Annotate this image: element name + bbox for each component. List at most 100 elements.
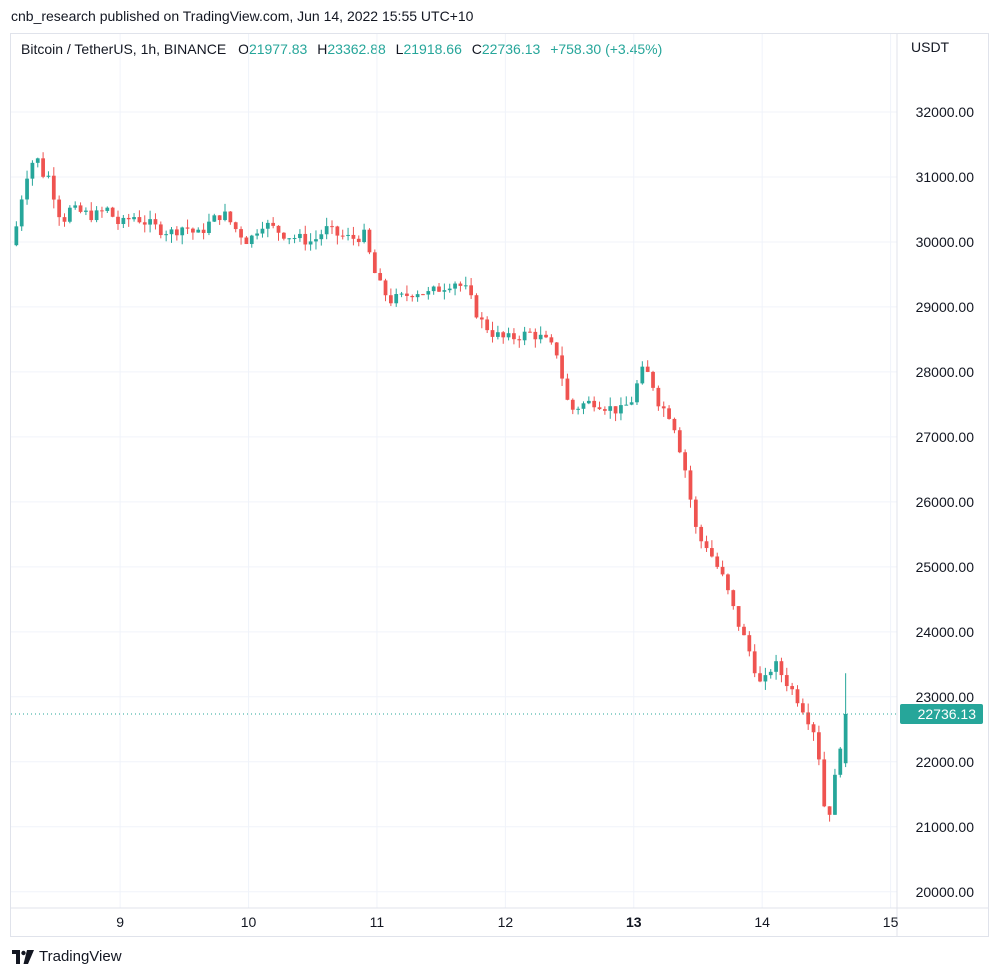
candle-body[interactable]: [292, 238, 297, 240]
candle-body[interactable]: [116, 216, 120, 225]
candle-body[interactable]: [811, 724, 816, 733]
candle-body[interactable]: [742, 626, 746, 636]
candle-body[interactable]: [474, 295, 479, 318]
candle-body[interactable]: [570, 399, 575, 410]
candle-body[interactable]: [763, 675, 768, 682]
candle-body[interactable]: [351, 234, 356, 239]
candle-body[interactable]: [244, 237, 249, 245]
candle-body[interactable]: [319, 234, 324, 240]
candle-body[interactable]: [517, 339, 522, 341]
candle-body[interactable]: [94, 210, 99, 221]
candle-body[interactable]: [774, 661, 778, 672]
symbol-label[interactable]: Bitcoin / TetherUS, 1h, BINANCE: [21, 41, 227, 57]
candle-body[interactable]: [619, 405, 623, 414]
candle-body[interactable]: [720, 566, 725, 575]
candle-body[interactable]: [784, 675, 789, 687]
candle-body[interactable]: [603, 409, 607, 411]
candle-body[interactable]: [249, 235, 254, 245]
candle-body[interactable]: [549, 337, 554, 343]
candle-body[interactable]: [153, 219, 158, 225]
candle-body[interactable]: [800, 703, 805, 713]
candle-body[interactable]: [431, 286, 436, 292]
candle-body[interactable]: [629, 402, 634, 405]
candle-body[interactable]: [314, 239, 318, 242]
candle-body[interactable]: [67, 207, 72, 222]
candle-body[interactable]: [586, 400, 591, 404]
candle-body[interactable]: [795, 689, 800, 704]
candle-body[interactable]: [827, 806, 832, 815]
candle-body[interactable]: [265, 222, 270, 229]
candle-body[interactable]: [174, 229, 179, 236]
candle-body[interactable]: [233, 222, 238, 230]
candle-body[interactable]: [121, 217, 126, 225]
candle-body[interactable]: [73, 205, 78, 208]
candle-body[interactable]: [501, 332, 506, 338]
candle-body[interactable]: [512, 333, 516, 340]
candle-body[interactable]: [255, 233, 259, 236]
candle-body[interactable]: [458, 283, 463, 286]
candle-body[interactable]: [137, 217, 142, 223]
candle-body[interactable]: [421, 294, 425, 296]
candle-body[interactable]: [693, 499, 698, 527]
candle-body[interactable]: [100, 210, 104, 212]
candle-body[interactable]: [383, 280, 388, 296]
candle-body[interactable]: [544, 334, 548, 338]
candle-body[interactable]: [806, 712, 811, 725]
candle-body[interactable]: [158, 224, 163, 236]
candle-body[interactable]: [239, 229, 243, 238]
candle-body[interactable]: [148, 219, 152, 225]
candle-body[interactable]: [645, 366, 650, 372]
candle-body[interactable]: [51, 175, 56, 200]
candle-body[interactable]: [683, 452, 688, 471]
candle-body[interactable]: [522, 331, 527, 341]
candle-body[interactable]: [624, 404, 629, 406]
candle-body[interactable]: [704, 541, 709, 549]
candle-body[interactable]: [453, 283, 457, 289]
candle-body[interactable]: [142, 222, 147, 225]
candle-body[interactable]: [212, 215, 217, 222]
candle-body[interactable]: [110, 207, 115, 217]
candle-body[interactable]: [340, 235, 345, 237]
candle-body[interactable]: [688, 470, 693, 500]
candle-body[interactable]: [62, 217, 67, 222]
candle-body[interactable]: [185, 227, 190, 229]
candle-body[interactable]: [180, 227, 185, 236]
candle-body[interactable]: [710, 548, 714, 557]
candle-body[interactable]: [132, 217, 136, 220]
candle-body[interactable]: [426, 291, 431, 295]
candle-body[interactable]: [833, 774, 837, 815]
candle-body[interactable]: [677, 430, 682, 453]
candle-body[interactable]: [378, 273, 383, 281]
candle-body[interactable]: [528, 331, 532, 333]
candle-body[interactable]: [78, 205, 83, 212]
candle-body[interactable]: [308, 241, 313, 245]
candle-body[interactable]: [736, 606, 741, 627]
candle-body[interactable]: [560, 355, 564, 379]
candle-body[interactable]: [367, 229, 372, 253]
candle-body[interactable]: [324, 226, 329, 235]
candle-body[interactable]: [84, 210, 88, 212]
candle-body[interactable]: [201, 229, 206, 233]
candle-body[interactable]: [437, 286, 441, 292]
candle-body[interactable]: [656, 387, 661, 407]
footer-brand[interactable]: TradingView: [39, 948, 122, 965]
candle-body[interactable]: [790, 686, 795, 690]
candle-body[interactable]: [57, 199, 62, 218]
candle-body[interactable]: [260, 228, 265, 234]
candle-body[interactable]: [335, 226, 340, 236]
candle-body[interactable]: [14, 226, 19, 246]
candle-body[interactable]: [538, 334, 543, 340]
candle-body[interactable]: [25, 178, 29, 200]
candle-body[interactable]: [228, 211, 233, 223]
candle-body[interactable]: [843, 713, 848, 764]
candle-body[interactable]: [271, 222, 276, 226]
candle-body[interactable]: [635, 383, 639, 403]
candle-body[interactable]: [330, 226, 334, 228]
candle-body[interactable]: [597, 407, 602, 410]
candle-body[interactable]: [356, 238, 361, 243]
candle-body[interactable]: [490, 330, 495, 337]
candle-body[interactable]: [442, 290, 447, 292]
candle-body[interactable]: [667, 408, 671, 419]
candle-body[interactable]: [565, 378, 570, 400]
